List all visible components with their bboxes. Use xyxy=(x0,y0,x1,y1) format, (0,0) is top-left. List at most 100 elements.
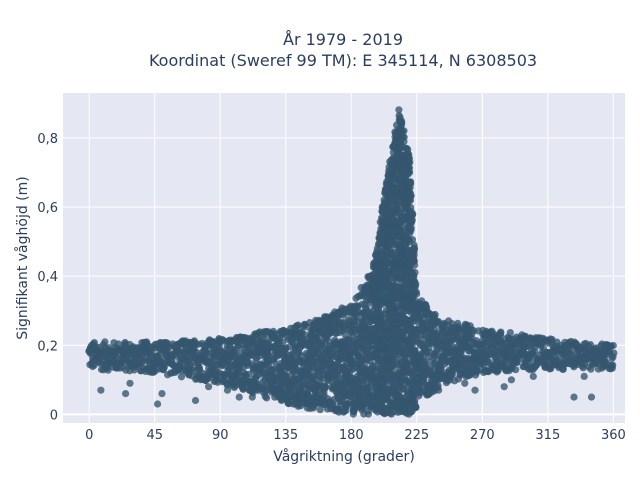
data-point xyxy=(388,388,396,396)
data-point xyxy=(408,278,416,286)
data-point xyxy=(160,364,168,372)
data-point xyxy=(407,224,415,232)
data-point xyxy=(374,334,382,342)
data-point xyxy=(500,383,508,391)
data-point xyxy=(395,106,403,114)
data-point xyxy=(397,228,405,236)
data-point xyxy=(403,293,411,301)
data-point xyxy=(260,383,268,391)
data-point xyxy=(379,379,387,387)
data-point xyxy=(396,294,404,302)
data-point xyxy=(507,376,515,384)
data-point xyxy=(389,265,397,273)
data-point xyxy=(378,325,386,333)
data-point xyxy=(405,160,413,168)
data-point xyxy=(104,366,112,374)
data-point xyxy=(401,364,409,372)
data-point xyxy=(402,145,410,153)
data-point xyxy=(391,355,399,363)
data-point xyxy=(388,366,396,374)
data-point xyxy=(376,343,384,351)
data-point xyxy=(374,372,382,380)
data-point xyxy=(372,276,381,284)
y-tick-label: 0,4 xyxy=(37,270,58,285)
data-point xyxy=(554,355,563,363)
data-point xyxy=(383,373,391,381)
data-point xyxy=(279,338,287,346)
data-point xyxy=(430,354,438,362)
x-tick-labels: 0 45 90 135 180 225 270 315 360 xyxy=(85,428,626,443)
data-point xyxy=(497,333,505,341)
data-point xyxy=(394,134,402,142)
data-point xyxy=(399,385,407,393)
data-point xyxy=(412,404,420,412)
data-point xyxy=(154,400,162,408)
data-point xyxy=(397,277,405,286)
data-point xyxy=(396,343,404,351)
data-point xyxy=(398,119,406,127)
x-tick-label: 225 xyxy=(404,428,429,443)
data-point xyxy=(405,349,413,357)
data-point xyxy=(609,341,617,350)
data-point xyxy=(395,178,403,186)
y-tick-label: 0 xyxy=(50,408,58,423)
data-point xyxy=(395,315,403,323)
x-tick-label: 315 xyxy=(535,428,560,443)
data-point xyxy=(398,266,406,274)
data-point xyxy=(400,137,408,146)
data-point xyxy=(392,188,400,196)
data-point xyxy=(382,207,390,215)
data-point xyxy=(393,205,401,213)
data-point xyxy=(404,401,412,409)
data-point xyxy=(385,301,393,309)
data-point xyxy=(580,372,588,380)
data-point xyxy=(408,335,416,343)
data-point xyxy=(400,300,408,308)
data-point xyxy=(394,240,402,249)
chart-title-line1: År 1979 - 2019 xyxy=(283,30,403,49)
data-point xyxy=(410,358,418,366)
data-point xyxy=(126,379,134,387)
data-point xyxy=(410,378,419,386)
x-tick-label: 135 xyxy=(273,428,298,443)
data-point xyxy=(610,349,618,357)
data-point xyxy=(609,361,617,369)
data-point xyxy=(529,372,537,380)
data-point xyxy=(401,373,409,381)
x-tick-label: 45 xyxy=(146,428,163,443)
x-axis-title: Vågriktning (grader) xyxy=(273,448,415,465)
data-point xyxy=(388,314,397,322)
data-point xyxy=(409,300,417,309)
data-point xyxy=(381,395,389,403)
data-point xyxy=(385,174,393,182)
data-point xyxy=(513,358,521,366)
data-point xyxy=(570,393,578,401)
data-points xyxy=(85,106,618,418)
data-point xyxy=(531,347,539,355)
data-point xyxy=(410,371,419,379)
chart-title-line2: Koordinat (Sweref 99 TM): E 345114, N 63… xyxy=(149,51,537,70)
data-point xyxy=(342,406,350,414)
data-point xyxy=(375,400,383,408)
data-point xyxy=(398,212,406,220)
data-point xyxy=(411,261,419,269)
data-point xyxy=(401,326,409,335)
data-point xyxy=(387,360,395,368)
x-tick-label: 0 xyxy=(85,428,93,443)
data-point xyxy=(386,241,394,249)
data-point xyxy=(393,151,401,159)
data-point xyxy=(390,372,398,380)
data-point xyxy=(392,223,400,231)
data-point xyxy=(248,393,256,401)
data-point xyxy=(377,316,385,324)
data-point xyxy=(389,156,397,164)
data-point xyxy=(388,161,396,169)
data-point xyxy=(373,298,381,306)
data-point xyxy=(512,366,520,374)
data-point xyxy=(404,262,412,270)
data-point xyxy=(405,410,413,418)
data-point xyxy=(406,196,414,204)
data-point xyxy=(435,386,443,394)
data-point xyxy=(403,251,411,260)
